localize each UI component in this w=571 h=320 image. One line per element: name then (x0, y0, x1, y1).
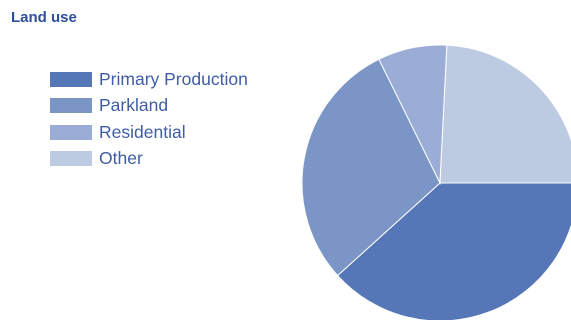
legend-label-primary-production: Primary Production (99, 68, 248, 89)
chart-title: Land use (11, 9, 77, 26)
legend-label-residential: Residential (99, 121, 186, 142)
pie-slice-other (439, 44, 571, 184)
legend-swatch-residential (50, 124, 92, 140)
legend-label-other: Other (99, 148, 143, 169)
legend-item-parkland: Parkland (50, 93, 248, 120)
legend-item-residential: Residential (50, 119, 248, 146)
legend-swatch-parkland (50, 98, 92, 114)
legend: Primary Production Parkland Residential … (50, 66, 248, 172)
legend-swatch-other (50, 151, 92, 167)
legend-swatch-primary-production (50, 71, 92, 87)
legend-item-primary-production: Primary Production (50, 66, 248, 93)
pie-slice-primary-production (336, 182, 571, 320)
legend-label-parkland: Parkland (99, 95, 169, 116)
legend-item-other: Other (50, 146, 248, 173)
